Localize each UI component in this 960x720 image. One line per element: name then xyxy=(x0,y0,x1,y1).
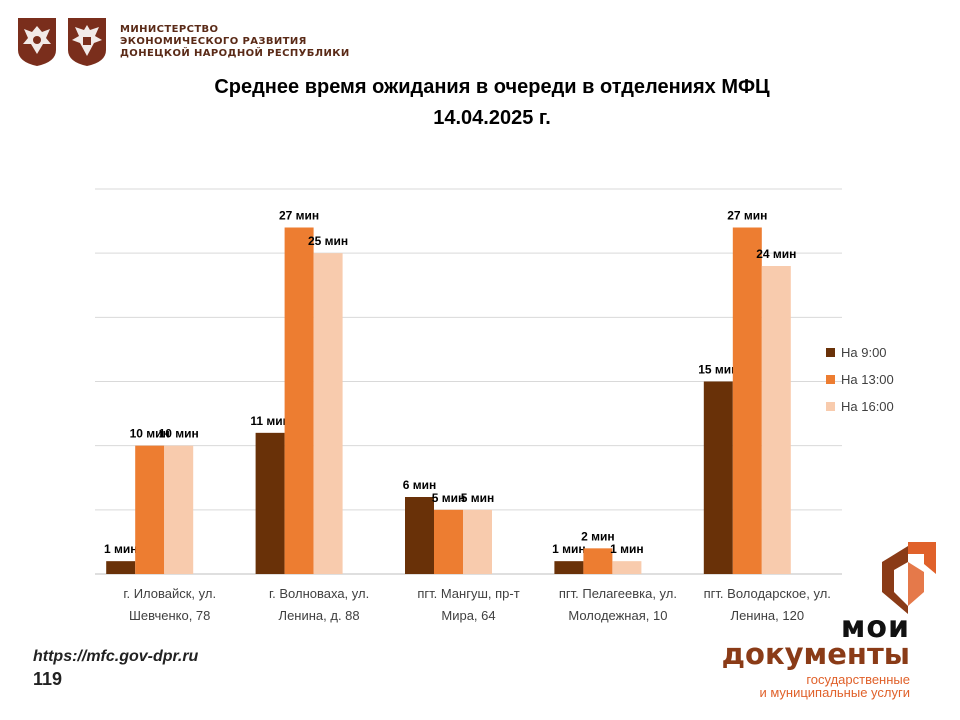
legend-label: На 9:00 xyxy=(841,345,887,360)
chart-subtitle: 14.04.2025 г. xyxy=(433,107,551,129)
data-label: 15 мин xyxy=(698,363,738,377)
data-label: 5 мин xyxy=(461,491,495,505)
ministry-name-line: МИНИСТЕРСТВО xyxy=(120,24,219,35)
category-label: Мира, 64 xyxy=(441,608,495,623)
data-label: 10 мин xyxy=(159,427,199,441)
bar xyxy=(284,227,314,574)
coat-of-arms-icon xyxy=(68,18,106,66)
bar xyxy=(554,561,584,574)
bar xyxy=(164,445,194,574)
data-label: 27 мин xyxy=(727,209,767,223)
category-label: Молодежная, 10 xyxy=(568,608,667,623)
data-label: 5 мин xyxy=(432,491,466,505)
category-label: г. Волноваха, ул. xyxy=(269,586,369,601)
ministry-name-line: ДОНЕЦКОЙ НАРОДНОЙ РЕСПУБЛИКИ xyxy=(120,48,350,59)
bar xyxy=(405,497,434,574)
category-label: пгт. Пелагеевка, ул. xyxy=(559,586,677,601)
page-number: 119 xyxy=(33,669,63,689)
legend-swatch xyxy=(826,375,835,384)
header: МИНИСТЕРСТВО ЭКОНОМИЧЕСКОГО РАЗВИТИЯ ДОН… xyxy=(16,16,350,68)
coat-of-arms-icon xyxy=(18,18,56,66)
bar xyxy=(583,548,613,574)
bar xyxy=(135,445,165,574)
data-label: 1 мин xyxy=(104,542,138,556)
brand-name-line: мои xyxy=(840,610,910,645)
ministry-name: МИНИСТЕРСТВО ЭКОНОМИЧЕСКОГО РАЗВИТИЯ ДОН… xyxy=(120,24,350,60)
legend-label: На 16:00 xyxy=(841,399,894,414)
legend-swatch xyxy=(826,402,835,411)
data-label: 25 мин xyxy=(308,234,348,248)
data-label: 11 мин xyxy=(250,414,290,428)
brand-tagline: и муниципальные услуги xyxy=(759,685,910,700)
moi-dokumenty-logo-icon xyxy=(882,542,936,614)
category-label: пгт. Володарское, ул. xyxy=(704,586,831,601)
bar xyxy=(732,227,762,574)
bar xyxy=(255,432,285,574)
data-label: 27 мин xyxy=(279,209,319,223)
bar xyxy=(761,266,791,574)
brand-tagline: государственные xyxy=(806,672,910,687)
category-label: г. Иловайск, ул. xyxy=(123,586,216,601)
category-label: Ленина, 120 xyxy=(731,608,805,623)
chart-title: Среднее время ожидания в очереди в отдел… xyxy=(214,76,770,98)
bar xyxy=(313,253,343,574)
bar xyxy=(612,561,642,574)
bar xyxy=(434,509,463,574)
bar xyxy=(106,561,136,574)
category-label: пгт. Мангуш, пр-т xyxy=(417,586,519,601)
data-label: 24 мин xyxy=(756,247,796,261)
category-label: Шевченко, 78 xyxy=(129,608,210,623)
bar xyxy=(703,381,733,574)
category-label: Ленина, д. 88 xyxy=(279,608,360,623)
ministry-name-line: ЭКОНОМИЧЕСКОГО РАЗВИТИЯ xyxy=(120,36,307,47)
data-label: 2 мин xyxy=(581,529,615,543)
brand-name-line: документы xyxy=(721,637,910,671)
site-url[interactable]: https://mfc.gov-dpr.ru xyxy=(33,648,199,665)
legend-label: На 13:00 xyxy=(841,372,894,387)
data-label: 6 мин xyxy=(403,478,437,492)
data-label: 1 мин xyxy=(552,542,586,556)
data-label: 1 мин xyxy=(610,542,644,556)
data-label: 10 мин xyxy=(130,427,170,441)
bar xyxy=(463,509,492,574)
legend-swatch xyxy=(826,348,835,357)
chart-title-block: Среднее время ожидания в очереди в отдел… xyxy=(0,72,960,134)
